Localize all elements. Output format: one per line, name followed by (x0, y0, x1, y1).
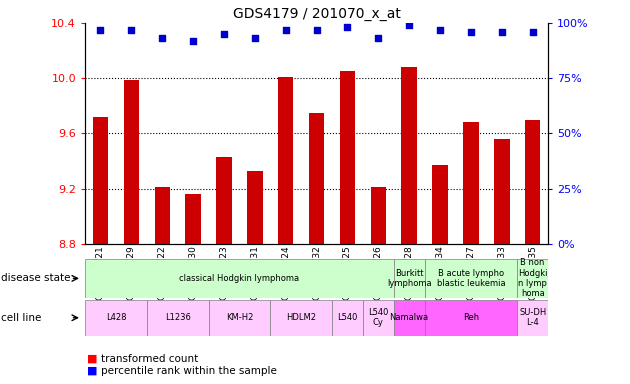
Point (527, 29, 537, 35)
Bar (154, 187, 170, 244)
Text: L428: L428 (106, 313, 126, 322)
Text: Reh: Reh (463, 313, 479, 322)
Text: B non
Hodgki
n lymp
homa: B non Hodgki n lymp homa (518, 258, 547, 298)
Bar (517, 300, 548, 336)
Text: SU-DH
L-4: SU-DH L-4 (519, 308, 546, 328)
Bar (432, 165, 448, 244)
Text: KM-H2: KM-H2 (226, 313, 253, 322)
Bar (209, 300, 270, 336)
Text: ■: ■ (87, 354, 98, 364)
Point (404, 22, 415, 28)
Bar (363, 300, 394, 336)
Text: Namalwa: Namalwa (389, 313, 429, 322)
Point (281, 26, 291, 33)
Bar (394, 300, 425, 336)
Bar (425, 259, 517, 298)
Bar (270, 300, 332, 336)
Point (249, 35, 260, 41)
Text: L540: L540 (337, 313, 358, 322)
Text: disease state: disease state (1, 273, 71, 283)
Point (158, 35, 168, 41)
Bar (278, 77, 294, 244)
Bar (394, 259, 425, 298)
Text: transformed count: transformed count (101, 354, 198, 364)
Bar (425, 300, 517, 336)
Point (188, 38, 198, 44)
Point (219, 31, 229, 37)
Text: L1236: L1236 (164, 313, 191, 322)
Bar (85, 259, 394, 298)
Bar (147, 300, 209, 336)
Point (373, 35, 383, 41)
Bar (494, 139, 510, 244)
Bar (517, 259, 548, 298)
Bar (525, 120, 541, 244)
Point (496, 29, 507, 35)
Bar (309, 113, 324, 244)
Point (343, 25, 353, 31)
Point (96, 26, 106, 33)
Bar (340, 71, 355, 244)
Text: L540
Cy: L540 Cy (368, 308, 389, 328)
Point (466, 29, 476, 35)
Point (435, 26, 445, 33)
Point (126, 26, 137, 33)
Bar (85, 300, 147, 336)
Bar (216, 157, 232, 244)
Point (312, 26, 322, 33)
Bar (370, 187, 386, 244)
Bar (123, 79, 139, 244)
Text: classical Hodgkin lymphoma: classical Hodgkin lymphoma (180, 274, 299, 283)
Bar (247, 171, 263, 244)
Bar (185, 194, 201, 244)
Title: GDS4179 / 201070_x_at: GDS4179 / 201070_x_at (232, 7, 401, 21)
Bar (332, 300, 363, 336)
Bar (463, 122, 479, 244)
Text: cell line: cell line (1, 313, 42, 323)
Text: Burkitt
lymphoma: Burkitt lymphoma (387, 269, 432, 288)
Bar (401, 67, 417, 244)
Text: ■: ■ (87, 366, 98, 376)
Text: B acute lympho
blastic leukemia: B acute lympho blastic leukemia (437, 269, 505, 288)
Text: HDLM2: HDLM2 (286, 313, 316, 322)
Bar (93, 117, 108, 244)
Text: percentile rank within the sample: percentile rank within the sample (101, 366, 277, 376)
